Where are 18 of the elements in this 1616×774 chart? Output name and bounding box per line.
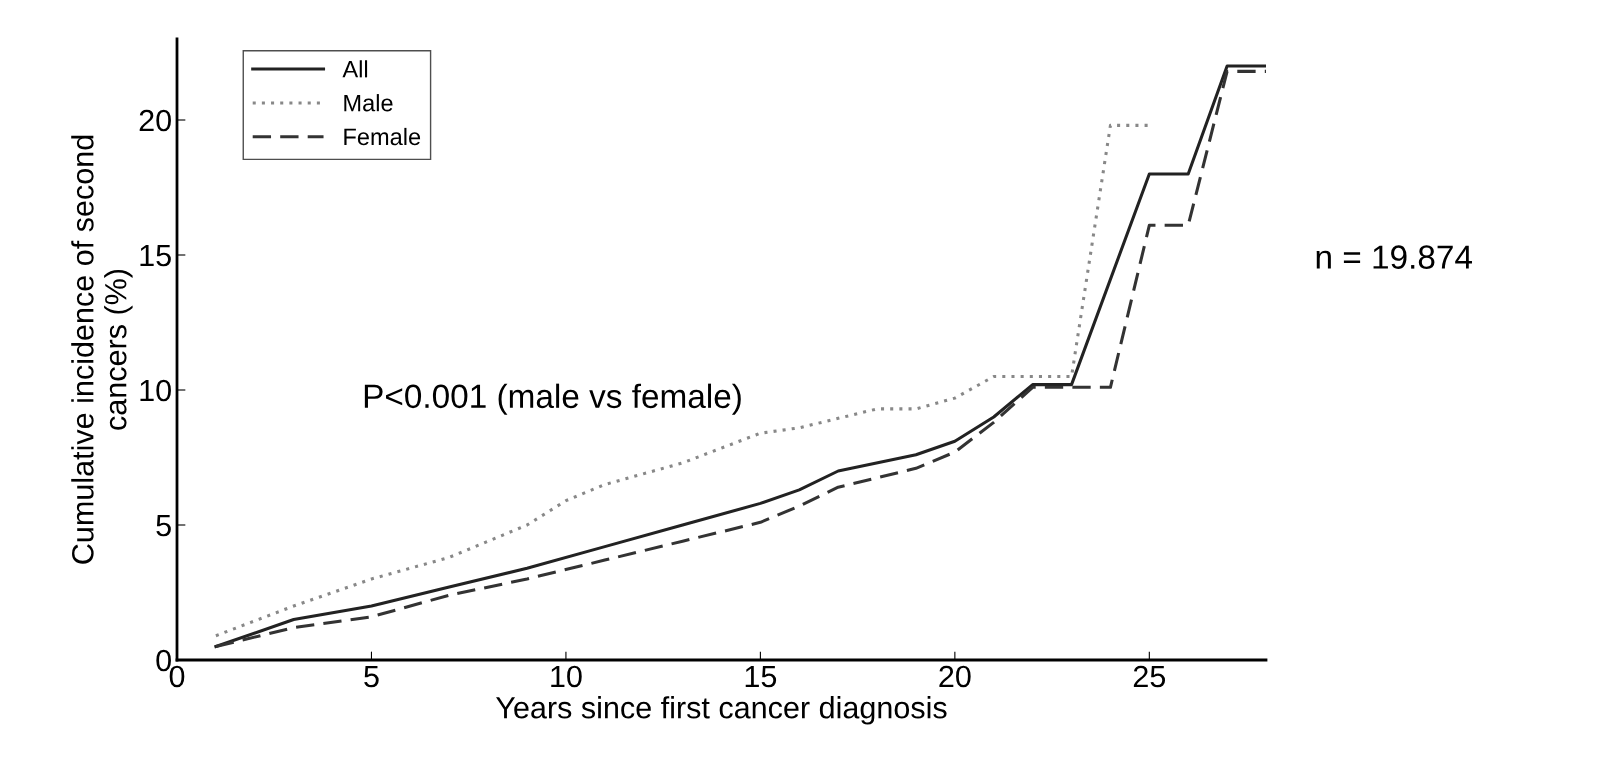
y-axis-title: Cumulative incidence of second cancers (%) — [71, 135, 133, 564]
line-series — [214, 123, 1151, 638]
x-axis-title: Years since first cancer diagnosis — [496, 696, 947, 725]
x-tick-label: 5 — [364, 665, 379, 688]
y-tick-label: 20 — [139, 109, 171, 132]
y-tick-label: 15 — [140, 245, 171, 267]
x-tick-label: 20 — [939, 665, 971, 688]
y-tick-label: 0 — [156, 649, 171, 672]
y-tick-label: 5 — [156, 515, 171, 537]
legend-label: Male — [344, 94, 393, 112]
legend-label: All — [342, 60, 368, 78]
x-tick-label: 25 — [1133, 665, 1166, 688]
text: n = 19.874 — [1316, 245, 1472, 269]
annotation: P<0.001 (male vs female) — [364, 383, 741, 415]
legend-label: Female — [344, 127, 421, 146]
x-tick-label: 15 — [745, 665, 777, 688]
y-tick-label: 10 — [140, 379, 171, 402]
x-tick-label: 10 — [551, 665, 582, 688]
